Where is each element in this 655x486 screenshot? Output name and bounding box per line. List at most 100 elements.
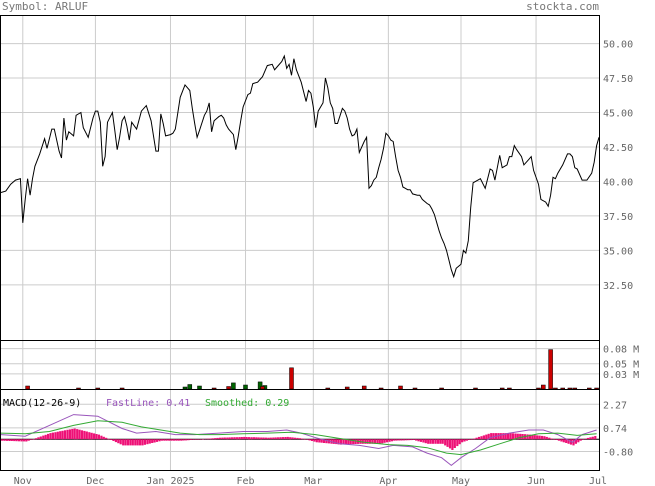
y-tick-label: 0.03 M [603, 370, 639, 381]
site-name[interactable]: stockta.com [526, 0, 599, 13]
macd-histogram-bar [473, 438, 476, 440]
volume-bar [257, 381, 263, 390]
macd-histogram-bar [422, 439, 425, 443]
macd-histogram-bar [8, 439, 11, 441]
macd-histogram-bar [562, 439, 565, 443]
macd-histogram-bar [591, 436, 594, 440]
macd-histogram-bar [129, 439, 132, 446]
macd-histogram-bar [100, 435, 103, 440]
macd-histogram-bar [453, 439, 456, 448]
macd-histogram-bar [13, 439, 16, 442]
macd-histogram-bar [582, 439, 585, 440]
macd-histogram-bar [39, 436, 42, 440]
x-tick-label: Jul [589, 476, 607, 486]
macd-histogram-bar [577, 439, 580, 443]
macd-histogram-bar [56, 431, 59, 440]
macd-histogram-bar [107, 438, 110, 440]
macd-histogram-bar [548, 437, 551, 440]
macd-histogram-bar [177, 439, 180, 441]
macd-histogram-bar [80, 430, 84, 440]
macd-histogram-bar [93, 433, 96, 440]
macd-histogram-bar [461, 439, 464, 443]
macd-histogram-bar [451, 439, 454, 450]
macd-histogram-bar [373, 439, 376, 444]
macd-histogram-bar [247, 437, 251, 440]
macd-histogram-bar [124, 439, 127, 446]
macd-histogram-bar [250, 437, 253, 440]
macd-histogram-bar [194, 439, 197, 440]
macd-histogram-bar [146, 439, 149, 445]
macd-histogram-bar [405, 439, 408, 441]
macd-histogram-bar [277, 437, 280, 440]
macd-histogram-bar [412, 439, 415, 440]
volume-bar [243, 384, 248, 390]
y-tick-label: 37.50 [603, 212, 633, 223]
macd-histogram-bar [165, 439, 168, 441]
macd-histogram-bar [102, 436, 105, 440]
macd-histogram-bar [214, 438, 217, 440]
macd-fastline-label: FastLine: 0.41 [106, 398, 190, 409]
macd-histogram-bar [267, 437, 270, 440]
macd-histogram-bar [209, 438, 212, 440]
macd-histogram-bar [531, 434, 534, 440]
macd-histogram-bar [320, 439, 323, 443]
volume-bar [25, 385, 30, 390]
macd-histogram-bar [204, 438, 207, 440]
macd-histogram-bar [155, 439, 159, 442]
macd-histogram-bar [313, 439, 316, 442]
macd-histogram-bar [431, 439, 435, 444]
macd-histogram-bar [141, 439, 144, 446]
volume-bar [344, 386, 350, 390]
macd-histogram-bar [490, 433, 493, 440]
macd-histogram-bar [557, 439, 560, 441]
macd-histogram-bar [238, 437, 241, 440]
macd-histogram-bar [383, 439, 386, 443]
volume-bar [412, 387, 418, 390]
x-tick-label: May [452, 476, 470, 486]
macd-histogram-bar [37, 437, 40, 440]
macd-histogram-bar [410, 439, 413, 441]
macd-histogram-bar [393, 439, 396, 441]
macd-histogram-bar [160, 439, 163, 441]
macd-histogram-bar [378, 439, 381, 444]
macd-histogram-bar [502, 433, 505, 440]
volume-panel [0, 340, 600, 390]
macd-histogram-bar [572, 439, 575, 446]
macd-histogram-bar [51, 432, 54, 440]
y-tick-label: 50.00 [603, 40, 633, 51]
macd-histogram-bar [182, 439, 185, 441]
y-tick-label: 2.27 [603, 400, 627, 411]
macd-histogram-bar [335, 439, 338, 445]
macd-histogram-bar [586, 437, 590, 440]
macd-histogram-bar [533, 435, 536, 440]
macd-histogram-bar [27, 439, 30, 441]
volume-bar [182, 386, 188, 390]
macd-histogram-bar [444, 439, 447, 446]
macd-histogram-bar [85, 431, 88, 440]
macd-histogram-bar [30, 439, 33, 440]
macd-histogram-bar [252, 437, 255, 440]
macd-histogram-bar [439, 439, 442, 444]
macd-histogram-bar [112, 439, 115, 441]
macd-histogram-bar [475, 437, 478, 440]
macd-histogram-bar [441, 439, 444, 444]
macd-histogram-bar [296, 437, 299, 440]
macd-histogram-bar [153, 439, 156, 443]
y-tick-label: 32.50 [603, 281, 633, 292]
macd-histogram-bar [325, 439, 328, 444]
macd-histogram-bar [400, 439, 403, 441]
volume-bar [541, 384, 546, 390]
macd-histogram-bar [407, 439, 410, 441]
macd-histogram-bar [315, 439, 318, 443]
macd-histogram-bar [371, 439, 374, 444]
macd-histogram-bar [206, 438, 209, 440]
macd-histogram-bar [402, 439, 406, 441]
volume-bar [95, 387, 101, 390]
macd-histogram-bar [567, 439, 570, 444]
macd-histogram-bar [284, 437, 287, 440]
macd-histogram-bar [136, 439, 139, 446]
y-tick-label: 35.00 [603, 246, 633, 257]
macd-histogram-bar [519, 433, 522, 440]
macd-histogram-bar [364, 439, 367, 444]
macd-histogram-bar [59, 431, 62, 440]
